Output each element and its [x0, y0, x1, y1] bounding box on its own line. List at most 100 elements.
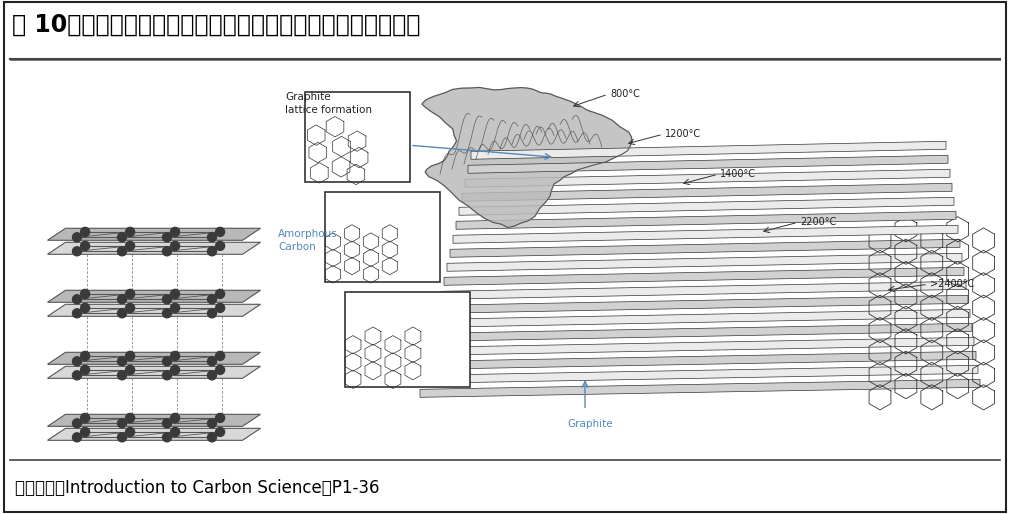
Polygon shape	[450, 240, 960, 258]
Circle shape	[125, 242, 134, 250]
Circle shape	[207, 433, 216, 442]
Circle shape	[117, 357, 126, 366]
Circle shape	[207, 233, 216, 242]
Circle shape	[207, 371, 216, 380]
Bar	[275, 64, 1005, 452]
Circle shape	[125, 428, 134, 436]
Circle shape	[163, 247, 172, 256]
Circle shape	[81, 413, 90, 423]
Circle shape	[81, 428, 90, 436]
Bar	[305, 92, 410, 182]
Circle shape	[171, 227, 180, 236]
Circle shape	[81, 227, 90, 236]
Polygon shape	[435, 309, 970, 327]
Circle shape	[215, 242, 224, 250]
Circle shape	[163, 371, 172, 380]
Polygon shape	[47, 228, 261, 240]
Circle shape	[171, 303, 180, 313]
Polygon shape	[47, 290, 261, 302]
Circle shape	[163, 295, 172, 304]
Polygon shape	[420, 379, 980, 397]
Polygon shape	[456, 211, 956, 229]
Circle shape	[117, 247, 126, 256]
Circle shape	[125, 413, 134, 423]
Polygon shape	[426, 351, 976, 369]
Circle shape	[73, 247, 82, 256]
Circle shape	[73, 357, 82, 366]
Circle shape	[125, 289, 134, 299]
Circle shape	[117, 295, 126, 304]
Circle shape	[81, 352, 90, 360]
Circle shape	[125, 352, 134, 360]
Circle shape	[81, 303, 90, 313]
Circle shape	[73, 433, 82, 442]
Circle shape	[73, 371, 82, 380]
Circle shape	[207, 295, 216, 304]
Circle shape	[81, 289, 90, 299]
Polygon shape	[444, 267, 964, 285]
Polygon shape	[432, 323, 972, 341]
Circle shape	[207, 309, 216, 318]
Circle shape	[215, 227, 224, 236]
Circle shape	[73, 233, 82, 242]
Circle shape	[171, 428, 180, 436]
Polygon shape	[423, 365, 978, 383]
Text: 数据来源：Introduction to Carbon Science，P1-36: 数据来源：Introduction to Carbon Science，P1-3…	[15, 479, 380, 497]
Circle shape	[215, 303, 224, 313]
Circle shape	[163, 433, 172, 442]
Circle shape	[163, 357, 172, 366]
Polygon shape	[462, 183, 952, 201]
Polygon shape	[459, 197, 954, 215]
Circle shape	[117, 371, 126, 380]
Circle shape	[207, 357, 216, 366]
Text: 800°C: 800°C	[610, 89, 640, 99]
Text: 2200°C: 2200°C	[800, 217, 836, 227]
Text: 1200°C: 1200°C	[665, 129, 701, 139]
Polygon shape	[47, 366, 261, 378]
Bar	[325, 192, 440, 282]
Circle shape	[73, 295, 82, 304]
Polygon shape	[47, 304, 261, 316]
Text: Graphite: Graphite	[568, 419, 613, 429]
Circle shape	[163, 233, 172, 242]
Circle shape	[207, 419, 216, 428]
Polygon shape	[447, 253, 962, 271]
Circle shape	[117, 309, 126, 318]
Circle shape	[117, 233, 126, 242]
Polygon shape	[438, 295, 968, 314]
Circle shape	[215, 289, 224, 299]
Circle shape	[215, 365, 224, 374]
Text: 图 10：石墨化是碳原子经高温重排成有序石墨晶体结构的过程: 图 10：石墨化是碳原子经高温重排成有序石墨晶体结构的过程	[12, 12, 420, 36]
Circle shape	[81, 242, 90, 250]
Polygon shape	[429, 337, 974, 355]
Polygon shape	[47, 242, 261, 254]
Circle shape	[125, 365, 134, 374]
Polygon shape	[453, 225, 958, 243]
Circle shape	[73, 309, 82, 318]
Text: Graphite
lattice formation: Graphite lattice formation	[285, 92, 372, 116]
Polygon shape	[47, 414, 261, 426]
Polygon shape	[471, 141, 946, 159]
Circle shape	[125, 303, 134, 313]
Circle shape	[125, 227, 134, 236]
Circle shape	[215, 428, 224, 436]
Circle shape	[171, 352, 180, 360]
Polygon shape	[468, 155, 948, 173]
Circle shape	[215, 352, 224, 360]
Circle shape	[207, 247, 216, 256]
Text: >2400°C: >2400°C	[930, 279, 975, 289]
Circle shape	[117, 419, 126, 428]
Text: Amorphous
Carbon: Amorphous Carbon	[278, 229, 337, 252]
Circle shape	[171, 413, 180, 423]
Circle shape	[171, 365, 180, 374]
Circle shape	[117, 433, 126, 442]
Polygon shape	[465, 169, 950, 187]
Polygon shape	[47, 352, 261, 364]
Circle shape	[171, 242, 180, 250]
Circle shape	[81, 365, 90, 374]
Circle shape	[163, 309, 172, 318]
Bar	[345, 292, 470, 388]
Circle shape	[215, 413, 224, 423]
Polygon shape	[422, 87, 632, 228]
Polygon shape	[441, 281, 966, 299]
